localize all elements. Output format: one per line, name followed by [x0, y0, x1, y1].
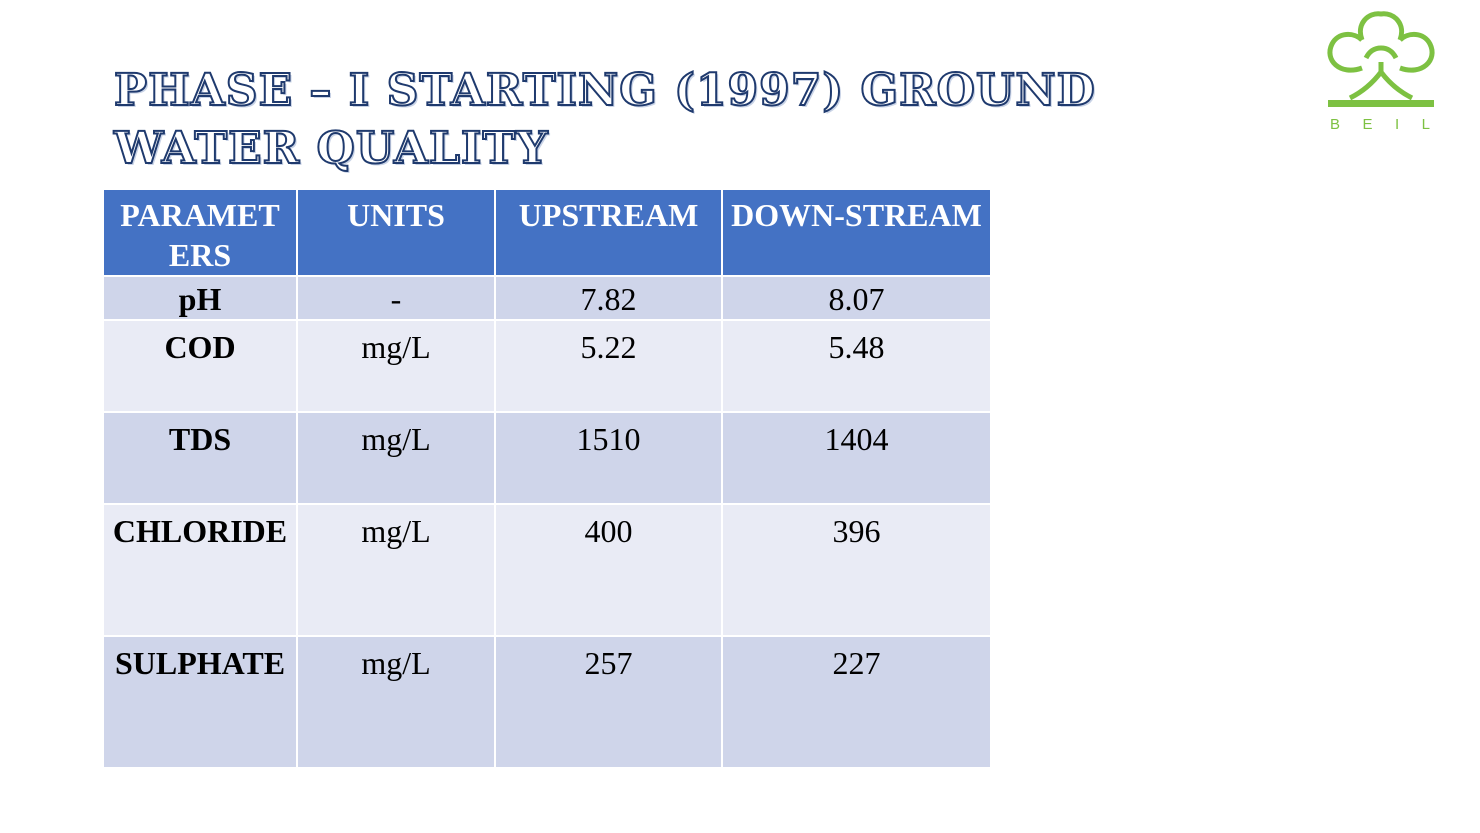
cell-upstream: 5.22 — [494, 319, 723, 413]
cell-parameter: COD — [102, 319, 298, 413]
cell-units: mg/L — [296, 503, 496, 637]
logo-letter: I — [1395, 116, 1402, 133]
slide-title: PHASE – I STARTING (1997) GROUND WATER Q… — [113, 64, 1096, 175]
cell-downstream: 8.07 — [721, 275, 992, 321]
cell-upstream: 1510 — [494, 411, 723, 505]
header-units: UNITS — [296, 188, 496, 277]
cell-upstream: 7.82 — [494, 275, 723, 321]
header-downstream: DOWN-STREAM — [721, 188, 992, 277]
cell-downstream: 1404 — [721, 411, 992, 505]
beil-logo: B E I L — [1322, 10, 1440, 140]
cell-downstream: 5.48 — [721, 319, 992, 413]
cell-parameter: TDS — [102, 411, 298, 505]
logo-letter: L — [1421, 116, 1432, 133]
club-leaf-icon — [1327, 11, 1435, 107]
cell-parameter: pH — [102, 275, 298, 321]
cell-parameter: CHLORIDE — [102, 503, 298, 637]
cell-parameter: SULPHATE — [102, 635, 298, 769]
logo-letter: E — [1362, 116, 1375, 133]
table-row: CHLORIDE mg/L 400 396 — [102, 503, 992, 637]
table-header-row: PARAMETERS UNITS UPSTREAM DOWN-STREAM — [102, 188, 992, 277]
table-row: TDS mg/L 1510 1404 — [102, 411, 992, 505]
header-upstream: UPSTREAM — [494, 188, 723, 277]
ground-water-quality-table: PARAMETERS UNITS UPSTREAM DOWN-STREAM pH… — [102, 188, 992, 769]
cell-upstream: 400 — [494, 503, 723, 637]
header-parameters: PARAMETERS — [102, 188, 298, 277]
table-row: COD mg/L 5.22 5.48 — [102, 319, 992, 413]
cell-units: mg/L — [296, 319, 496, 413]
table-row: SULPHATE mg/L 257 227 — [102, 635, 992, 769]
cell-units: mg/L — [296, 411, 496, 505]
cell-upstream: 257 — [494, 635, 723, 769]
cell-downstream: 396 — [721, 503, 992, 637]
cell-units: mg/L — [296, 635, 496, 769]
table-row: pH - 7.82 8.07 — [102, 275, 992, 321]
logo-wordmark: B E I L — [1322, 114, 1440, 136]
cell-downstream: 227 — [721, 635, 992, 769]
cell-units: - — [296, 275, 496, 321]
logo-letter: B — [1330, 116, 1343, 133]
